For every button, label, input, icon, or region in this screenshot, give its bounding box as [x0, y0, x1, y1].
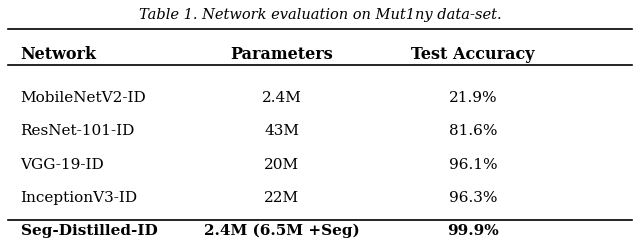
- Text: Network: Network: [20, 46, 97, 63]
- Text: Seg-Distilled-ID: Seg-Distilled-ID: [20, 224, 157, 238]
- Text: 20M: 20M: [264, 157, 300, 172]
- Text: 81.6%: 81.6%: [449, 124, 497, 138]
- Text: ResNet-101-ID: ResNet-101-ID: [20, 124, 135, 138]
- Text: VGG-19-ID: VGG-19-ID: [20, 157, 104, 172]
- Text: 96.1%: 96.1%: [449, 157, 497, 172]
- Text: 21.9%: 21.9%: [449, 91, 497, 105]
- Text: 43M: 43M: [264, 124, 300, 138]
- Text: Test Accuracy: Test Accuracy: [411, 46, 534, 63]
- Text: Table 1. Network evaluation on Mut1ny data-set.: Table 1. Network evaluation on Mut1ny da…: [139, 8, 501, 22]
- Text: Parameters: Parameters: [230, 46, 333, 63]
- Text: 22M: 22M: [264, 191, 300, 205]
- Text: MobileNetV2-ID: MobileNetV2-ID: [20, 91, 147, 105]
- Text: InceptionV3-ID: InceptionV3-ID: [20, 191, 138, 205]
- Text: 96.3%: 96.3%: [449, 191, 497, 205]
- Text: 2.4M: 2.4M: [262, 91, 301, 105]
- Text: 2.4M (6.5M +Seg): 2.4M (6.5M +Seg): [204, 224, 360, 238]
- Text: 99.9%: 99.9%: [447, 224, 499, 238]
